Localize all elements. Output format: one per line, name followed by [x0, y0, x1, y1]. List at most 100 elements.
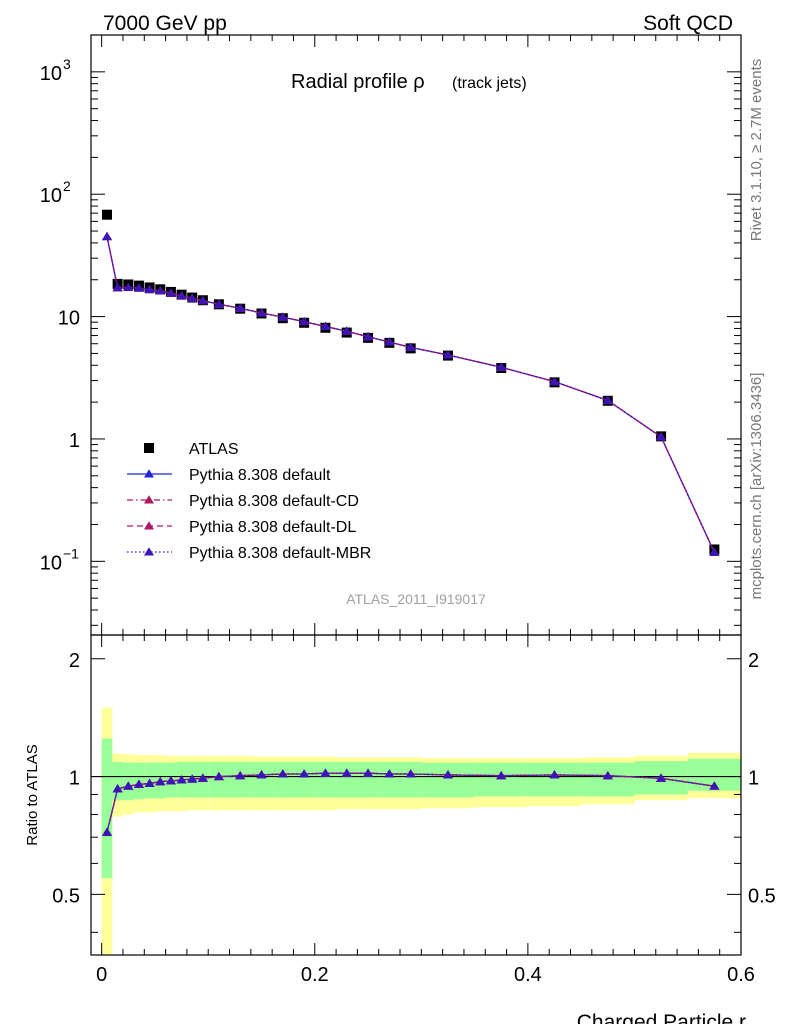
- legend-label-data: ATLAS: [189, 441, 239, 458]
- ratio-y-tick-label-right: 0.5: [748, 885, 776, 907]
- series-point-mbr: [496, 362, 507, 371]
- ratio-band-inner: [101, 738, 113, 879]
- ratio-band-inner: [112, 761, 123, 801]
- ratio-band-inner: [474, 762, 528, 797]
- series-point-mbr: [341, 326, 352, 335]
- series-point-mbr: [656, 432, 667, 441]
- series-point-mbr: [709, 547, 720, 557]
- ratio-point-mbr: [277, 769, 288, 778]
- ratio-point-mbr: [165, 776, 176, 785]
- y-tick-label: 10: [40, 552, 62, 574]
- ratio-band-inner: [400, 761, 422, 798]
- atlas-data-point: [101, 209, 112, 220]
- y-tick-label-exponent: 3: [63, 56, 71, 72]
- ratio-point-mbr: [384, 769, 395, 778]
- series-point-mbr: [549, 376, 560, 386]
- legend-label-mbr: Pythia 8.308 default-MBR: [189, 545, 371, 562]
- ratio-point-mbr: [235, 770, 246, 780]
- ratio-band-inner: [421, 762, 475, 798]
- ratio-point-mbr: [187, 774, 198, 783]
- ratio-band-inner: [250, 761, 273, 798]
- series-point-mbr: [363, 331, 374, 341]
- x-tick-label: 0: [96, 964, 107, 986]
- plot-title-sub: (track jets): [452, 75, 527, 92]
- ratio-point-mbr: [549, 770, 560, 779]
- series-point-mbr: [277, 312, 288, 321]
- series-point-mbr: [320, 321, 331, 330]
- series-point-mbr: [144, 284, 155, 294]
- ratio-band-inner: [378, 761, 401, 798]
- series-point-mbr: [213, 299, 224, 308]
- ratio-point-mbr: [320, 768, 331, 777]
- x-tick-label: 0.4: [514, 964, 542, 986]
- ratio-band-inner: [272, 761, 294, 798]
- series-line-dl: [106, 236, 715, 553]
- ratio-y-tick-label: 1: [69, 768, 80, 790]
- y-tick-label-exponent: 2: [63, 178, 71, 194]
- y-tick-label-exponent: −1: [63, 545, 79, 561]
- ratio-plot-frame: [90, 634, 742, 956]
- ratio-point-mbr: [213, 771, 224, 781]
- ratio-y-axis-label: Ratio to ATLAS: [24, 744, 41, 845]
- ratio-point-mbr: [133, 779, 144, 788]
- x-tick-label: 0.6: [727, 964, 755, 986]
- ratio-point-mbr: [405, 769, 416, 778]
- legend-marker-mbr: [144, 547, 154, 556]
- series-point-mbr: [176, 290, 187, 300]
- series-point-mbr: [123, 282, 134, 291]
- legend-label-dl: Pythia 8.308 default-DL: [189, 519, 356, 536]
- series-point-mbr: [256, 308, 267, 317]
- ratio-point-mbr: [256, 770, 267, 779]
- legend-marker-data: [144, 443, 154, 453]
- ratio-y-tick-label-right: 2: [748, 650, 759, 672]
- ratio-point-mbr: [299, 769, 310, 778]
- series-point-mbr: [101, 231, 112, 241]
- series-point-mbr: [602, 395, 613, 405]
- ratio-point-mbr: [341, 768, 352, 777]
- y-tick-label: 10: [40, 185, 62, 207]
- x-tick-label: 0.2: [301, 964, 329, 986]
- ratio-band-inner: [314, 761, 337, 798]
- series-point-mbr: [235, 303, 246, 312]
- series-point-mbr: [405, 342, 416, 351]
- ratio-point-mbr: [496, 770, 507, 780]
- ratio-band-inner: [581, 762, 635, 797]
- series-point-mbr: [155, 286, 166, 295]
- ratio-point-mbr: [101, 827, 112, 836]
- legend-marker-dl: [144, 521, 154, 530]
- ratio-line-mbr: [106, 772, 715, 833]
- y-tick-label: 1: [69, 430, 80, 452]
- series-point-mbr: [187, 293, 198, 302]
- ratio-point-mbr: [442, 770, 453, 779]
- header-right: Soft QCD: [643, 12, 733, 35]
- series-point-mbr: [197, 295, 208, 305]
- ratio-point-mbr: [656, 773, 667, 782]
- ratio-point-mbr: [709, 781, 720, 790]
- header-left: 7000 GeV pp: [103, 12, 227, 35]
- legend-marker-default: [144, 469, 154, 478]
- legend-label-cd: Pythia 8.308 default-CD: [189, 493, 359, 510]
- analysis-id: ATLAS_2011_I919017: [346, 591, 486, 607]
- source-label: mcplots.cern.ch [arXiv:1306.3436]: [748, 373, 765, 600]
- series-point-mbr: [384, 337, 395, 346]
- legend-label-default: Pythia 8.308 default: [189, 467, 331, 484]
- ratio-point-mbr: [144, 778, 155, 788]
- ratio-bands: [101, 707, 741, 955]
- legend: ATLAS Pythia 8.308 default Pythia 8.308 de…: [127, 441, 371, 562]
- ratio-point-mbr: [155, 776, 166, 786]
- series-point-mbr: [442, 350, 453, 359]
- ratio-point-mbr: [123, 781, 134, 790]
- x-axis-label: Charged Particle r: [577, 1011, 746, 1024]
- ratio-point-mbr: [602, 770, 613, 780]
- series-point-mbr: [133, 283, 144, 292]
- series-point-mbr: [299, 316, 310, 326]
- axes-layer: [90, 34, 742, 956]
- y-tick-label: 10: [40, 63, 62, 85]
- plot-title-main: Radial profile ρ: [291, 71, 425, 93]
- ratio-point-mbr: [176, 775, 187, 784]
- series-point-mbr: [165, 288, 176, 297]
- ratio-band-inner: [336, 761, 358, 798]
